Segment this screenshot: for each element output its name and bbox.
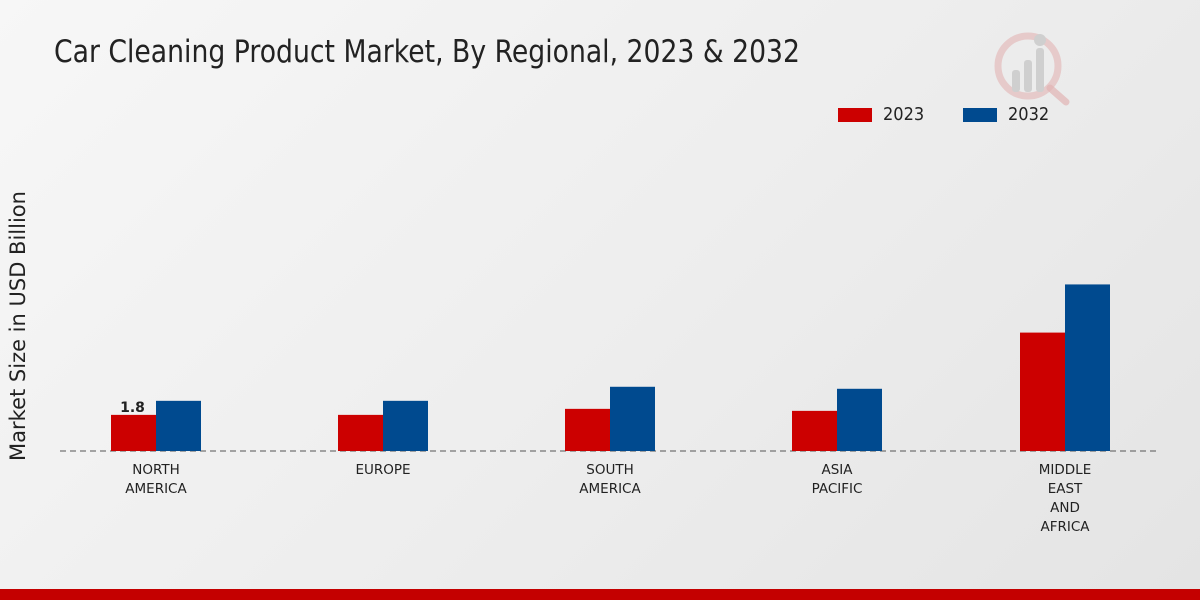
legend-item-2032: 2032 [962, 104, 1054, 125]
x-tick-label-4: MIDDLE EAST AND AFRICA [1039, 462, 1091, 535]
brand-logo-icon [994, 32, 1070, 106]
legend: 2023 2032 [838, 104, 1088, 125]
bar-2023-1 [338, 414, 383, 451]
chart-title: Car Cleaning Product Market, By Regional… [54, 34, 800, 70]
bar-2032-3 [837, 388, 882, 451]
legend-label-2023: 2023 [883, 104, 925, 125]
data-label-0: 1.8 [120, 400, 145, 416]
x-tick-label-0: NORTH AMERICA [125, 462, 187, 497]
bar-2032-0 [156, 400, 201, 451]
x-tick-label-3: ASIA PACIFIC [812, 462, 863, 497]
bar-2023-0 [111, 414, 156, 451]
legend-label-2032: 2032 [1007, 104, 1050, 125]
bar-2023-3 [792, 410, 837, 451]
bar-2032-1 [383, 400, 428, 451]
footer-bar [0, 589, 1200, 600]
bar-2023-4 [1020, 332, 1065, 451]
x-tick-label-1: EUROPE [355, 462, 410, 478]
legend-item-2023: 2023 [838, 104, 929, 125]
bar-2032-4 [1065, 284, 1110, 451]
bar-2032-2 [610, 386, 655, 451]
bar-2023-2 [565, 408, 610, 451]
legend-swatch-2023 [838, 107, 872, 122]
legend-swatch-2032 [962, 107, 997, 122]
x-tick-label-2: SOUTH AMERICA [579, 462, 641, 497]
